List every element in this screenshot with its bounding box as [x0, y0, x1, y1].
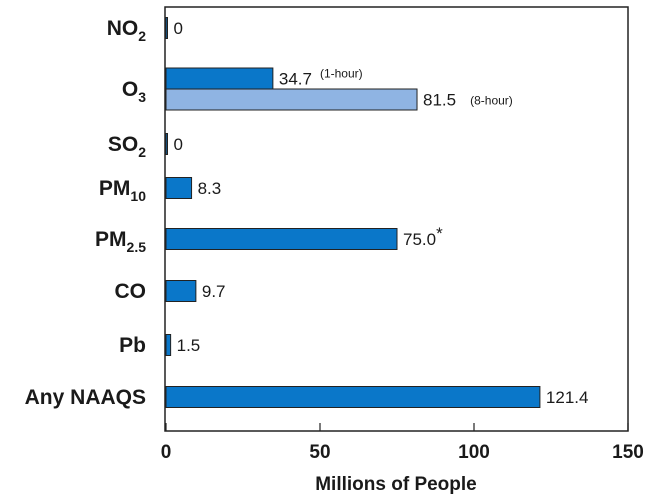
category-label: Any NAAQS — [25, 386, 146, 409]
data-label: 8.3 — [198, 179, 222, 198]
bar — [165, 334, 172, 356]
bar — [165, 177, 193, 199]
data-label: 0 — [174, 135, 183, 154]
plot-frame — [164, 6, 629, 432]
bar — [165, 280, 197, 302]
x-tick-label: 150 — [612, 442, 644, 463]
data-label: 81.5 — [423, 91, 456, 110]
category-label: CO — [115, 280, 147, 303]
category-label: Pb — [119, 334, 146, 357]
data-label-value: 9.7 — [202, 282, 226, 301]
data-label-value: 75.0 — [403, 230, 436, 249]
data-label: 0 — [174, 19, 183, 38]
category-name: NO — [107, 17, 139, 40]
category-subscript: 2.5 — [127, 239, 147, 255]
data-label-value: 81.5 — [423, 91, 456, 110]
category-name: O — [122, 78, 138, 101]
data-label-value: 8.3 — [198, 179, 222, 198]
category-label: NO2 — [107, 17, 147, 44]
data-label-value: 121.4 — [546, 388, 589, 407]
ticks-layer: 0 50 100 150 — [161, 423, 644, 463]
bar-note: (8-hour) — [470, 94, 513, 108]
category-label: O3 — [122, 78, 146, 105]
bar — [165, 17, 168, 39]
data-label-value: 0 — [174, 19, 183, 38]
category-name: Pb — [119, 334, 146, 357]
data-label: 9.7 — [202, 282, 226, 301]
bar — [165, 133, 168, 155]
category-name: PM — [99, 177, 131, 200]
category-name: SO — [108, 133, 138, 156]
category-subscript: 3 — [138, 89, 146, 105]
x-axis-title: Millions of People — [315, 474, 477, 494]
data-label-value: 1.5 — [177, 336, 201, 355]
bar — [165, 88, 418, 111]
bar-note: (1-hour) — [320, 67, 363, 81]
category-subscript: 2 — [138, 28, 146, 44]
data-label: 121.4 — [546, 388, 589, 407]
x-tick-label: 0 — [161, 442, 172, 463]
category-label: PM10 — [99, 177, 146, 204]
data-label: 1.5 — [177, 336, 201, 355]
category-name: Any NAAQS — [25, 386, 146, 409]
category-name: CO — [115, 280, 147, 303]
x-tick-label: 50 — [309, 442, 330, 463]
data-label: 34.7 — [279, 70, 312, 89]
data-label: 75.0* — [403, 224, 443, 249]
category-name: PM — [95, 228, 127, 251]
data-label-value: 0 — [174, 135, 183, 154]
category-label: PM2.5 — [95, 228, 146, 255]
category-label: SO2 — [108, 133, 146, 160]
x-tick-label: 100 — [458, 442, 490, 463]
data-label-value: 34.7 — [279, 70, 312, 89]
bars-layer — [165, 17, 541, 408]
category-subscript: 2 — [138, 144, 146, 160]
bar — [165, 386, 541, 408]
bar — [165, 67, 274, 90]
bar — [165, 228, 398, 250]
category-subscript: 10 — [130, 188, 146, 204]
data-label-suffix: * — [436, 224, 443, 243]
